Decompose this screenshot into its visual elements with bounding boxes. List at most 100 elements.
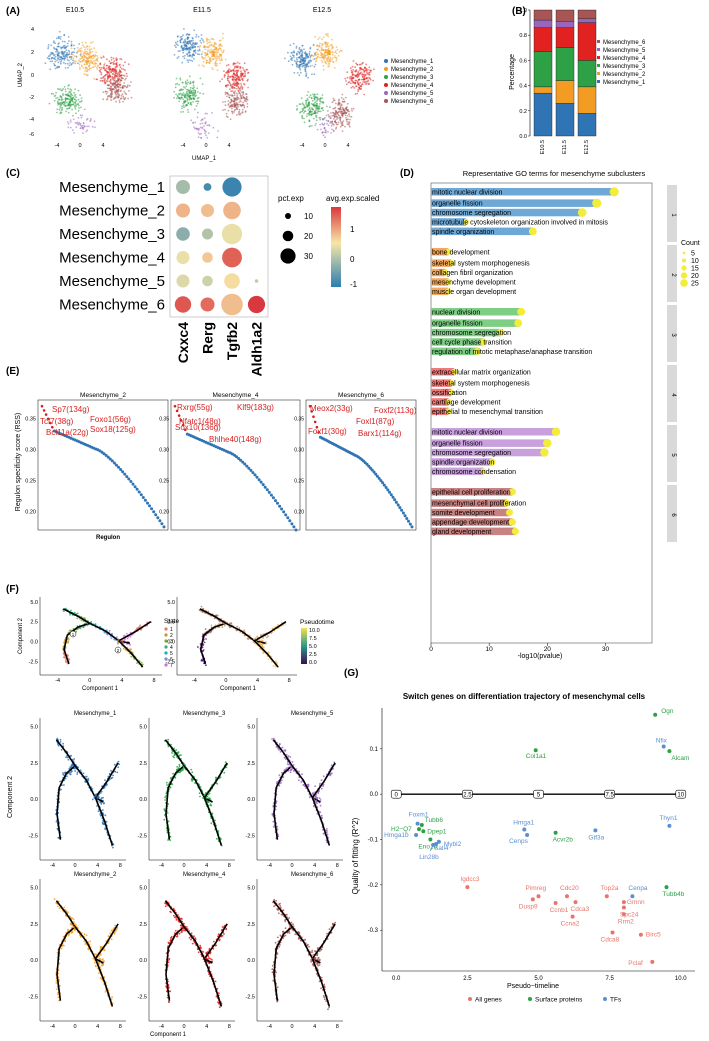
umap-cell [351,65,354,68]
umap-cell [109,68,112,71]
umap-x-tick: 4 [227,143,230,149]
go-term-label: skeletal system morphogenesis [432,261,530,268]
umap-cell [236,61,239,64]
rss-regulon-label: Meox2(33g) [310,404,353,413]
umap-cell [189,81,192,83]
count-legend-value: 15 [691,266,699,273]
dot-Mesenchyme_1-Tgfb2 [222,177,242,197]
rss-point [146,501,149,505]
umap-cell [213,53,216,56]
umap-cell [119,81,121,83]
avg-exp-colorbar: 10-1 [331,207,358,289]
umap-cell [247,86,250,89]
umap-cell [173,54,176,56]
umap-cell [212,38,215,41]
umap-cell [81,55,84,58]
dot-Mesenchyme_3-Cxxc4 [176,227,190,241]
umap-cell [207,41,210,44]
umap-cell [198,53,201,56]
umap-cell [105,80,108,82]
trajectory-cell [179,771,182,774]
umap-cell [321,123,324,126]
umap-cell [59,38,62,40]
umap-cell [116,64,119,67]
umap-cell [115,68,117,71]
trajectory-x-tick: -4 [192,678,197,684]
umap-cell [211,55,214,58]
umap-cell [77,109,80,112]
umap-cell [223,70,225,72]
umap-cell [100,77,102,79]
umap-cell [101,77,104,79]
umap-cell [360,85,363,88]
umap-cell [127,63,130,66]
umap-cell [107,95,110,97]
trajectory-cell [265,642,268,645]
umap-cell [100,73,103,76]
umap-cell [326,60,329,63]
umap-cell [182,110,185,113]
umap-cell [204,112,207,115]
trajectory-cell [289,765,292,767]
umap-cell [80,116,83,119]
umap-cell [83,73,86,76]
dot-Mesenchyme_6-Rerg [200,297,215,312]
umap-x-tick: -4 [300,143,305,149]
umap-cell [115,100,117,103]
umap-cell [310,114,313,117]
umap-cell [96,55,98,57]
dot-Mesenchyme_3-Rerg [202,228,213,240]
go-bar [431,499,507,507]
umap-cell [295,47,298,49]
umap-cell [70,99,73,101]
go-term-label: mesenchyme development [432,280,516,287]
umap-cell [64,57,67,59]
umap-cell [357,90,360,92]
rss-point [129,480,133,483]
umap-cell [193,86,195,89]
umap-cell [102,66,105,68]
umap-cell [327,130,329,133]
trajectory-cell [259,642,261,644]
umap-cell [331,38,333,41]
umap-cell [193,45,196,48]
umap-cell [312,58,315,61]
umap-cell [82,44,84,47]
panel-f-label: (F) [6,584,19,595]
go-term-label: chromosome condensation [432,469,516,476]
umap-cell [127,90,130,92]
go-term-label: bone development [432,249,490,256]
trajectory-cell [164,799,167,801]
umap-cell [238,108,241,111]
umap-cell [345,80,347,82]
colorbar-tick: 0 [350,255,355,264]
rss-frame [170,399,301,531]
umap-cell [293,50,295,53]
trajectory-cell [126,637,129,640]
umap-y-tick: 4 [31,27,34,33]
umap-cell [211,67,213,69]
umap-cell [53,53,56,56]
umap-cell [173,44,176,47]
umap-cell [65,55,68,58]
umap-cell [82,59,85,62]
umap-cell [218,54,221,57]
umap-cell [182,102,185,105]
go-x-tick: 0 [429,646,433,653]
umap-cell [307,56,310,58]
rss-point [382,483,386,487]
trajectory-cell [121,640,124,642]
go-bar [431,199,597,207]
umap-cell [72,96,75,99]
trajectory-y-tick: 5.0 [30,600,38,606]
umap-cell [70,53,73,56]
trajectory-cell [65,660,67,663]
umap-cell [315,116,318,119]
trajectory-cell [62,772,64,774]
umap-cell [107,76,110,79]
umap-cell [304,106,307,109]
umap-cell [315,114,318,117]
umap-cell [237,89,240,92]
umap-cell [297,66,300,69]
umap-cell [219,80,222,83]
